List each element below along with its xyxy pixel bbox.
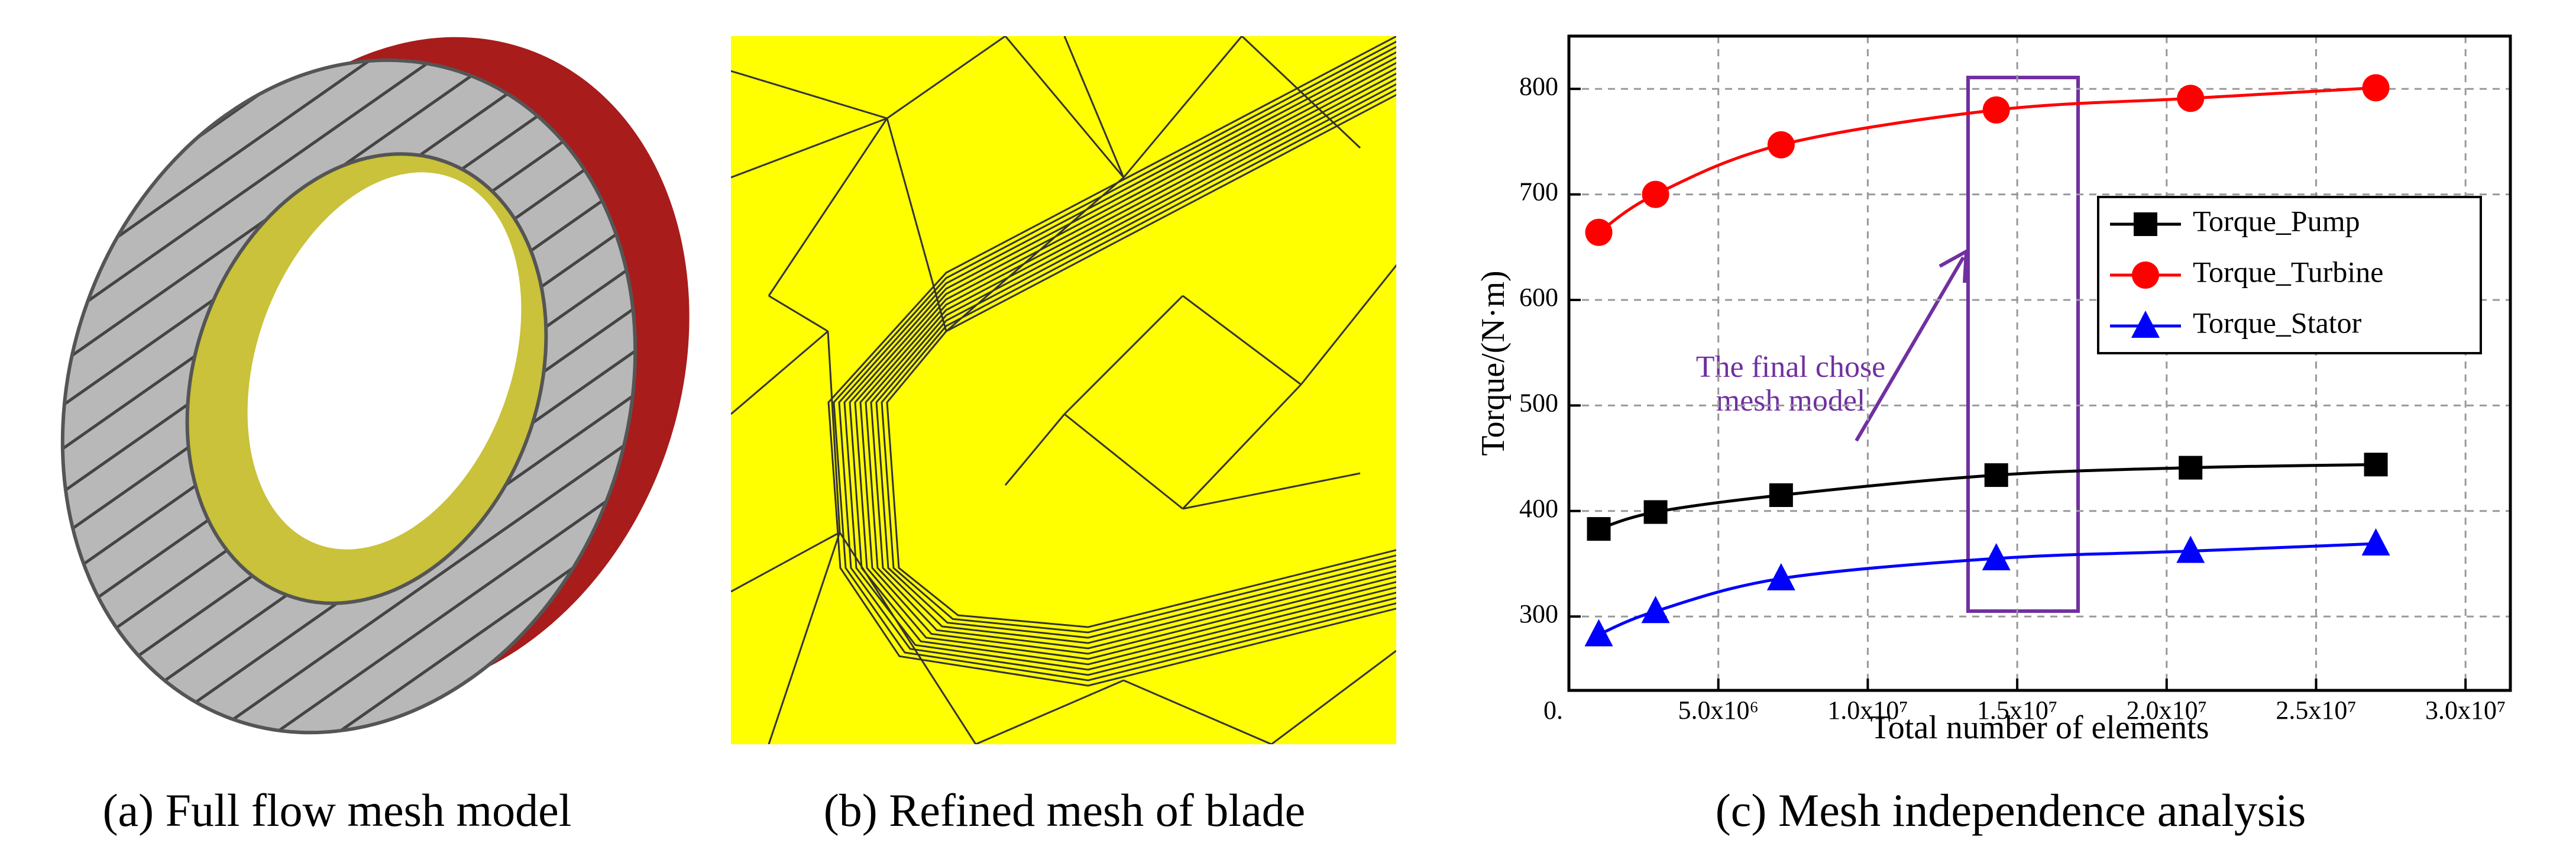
mesh-line xyxy=(886,36,1006,120)
legend-label: Torque_Turbine xyxy=(2193,255,2383,288)
mesh-line xyxy=(768,532,841,744)
caption: (c) Mesh independence analysis xyxy=(1716,784,2306,836)
marker xyxy=(2364,453,2388,477)
mesh-line xyxy=(731,117,888,179)
mesh-line xyxy=(1063,295,1184,415)
highlight xyxy=(1855,76,2080,613)
mesh-line xyxy=(1063,36,1125,178)
y-tick-label: 300 xyxy=(1519,599,1558,628)
x-tick-label: 2.0x10⁷ xyxy=(2127,696,2207,725)
x-tick-label: 1.0x10⁷ xyxy=(1827,696,1908,725)
x-axis-label: Total number of elements xyxy=(1870,709,2209,746)
y-tick-label: 800 xyxy=(1519,72,1558,101)
mesh-model-image xyxy=(60,37,690,735)
y-tick-label: 500 xyxy=(1519,388,1558,417)
mesh-line xyxy=(731,531,840,593)
mesh-line xyxy=(1004,414,1066,486)
y-tick-label: 600 xyxy=(1519,283,1558,312)
mesh-line xyxy=(768,118,888,296)
marker xyxy=(1984,463,2008,487)
legend-label: Torque_Pump xyxy=(2193,204,2360,237)
marker xyxy=(1584,619,1613,647)
mesh-line xyxy=(1241,36,1361,149)
mesh-line xyxy=(827,36,1396,687)
marker xyxy=(1982,543,2011,571)
caption: (b) Refined mesh of blade xyxy=(824,784,1305,836)
x-tick-label: 3.0x10⁷ xyxy=(2425,696,2506,725)
marker xyxy=(1643,500,1668,524)
mesh-line xyxy=(1122,36,1243,178)
y-tick-label: 700 xyxy=(1519,177,1558,206)
x-tick-label: 1.5x10⁷ xyxy=(1977,696,2057,725)
marker xyxy=(1982,96,2010,124)
legend-marker xyxy=(2132,261,2159,289)
mesh-line xyxy=(768,295,829,332)
marker xyxy=(2177,85,2205,112)
mesh-line xyxy=(1182,472,1361,510)
marker xyxy=(2362,74,2390,102)
marker xyxy=(1585,218,1613,246)
mesh-line xyxy=(881,88,1396,634)
x-tick-label: 2.5x10⁷ xyxy=(2276,696,2356,725)
mesh-line xyxy=(1182,295,1302,386)
legend-marker xyxy=(2131,311,2160,338)
legend-marker xyxy=(2134,212,2157,236)
mesh-line xyxy=(838,46,1396,676)
y-axis-label: Torque/(N·m) xyxy=(1475,270,1512,456)
marker xyxy=(1587,517,1611,541)
series-line xyxy=(1598,542,2376,636)
mesh-line xyxy=(946,176,1124,332)
mesh-line xyxy=(975,679,1124,744)
mesh-line xyxy=(854,62,1396,660)
mesh-line xyxy=(1271,650,1396,744)
marker xyxy=(1642,180,1669,208)
annotation: The final chose xyxy=(1696,350,1886,384)
mesh-line xyxy=(833,40,1396,682)
mesh-line xyxy=(870,77,1396,644)
plot-frame xyxy=(1567,34,2512,692)
mesh-line xyxy=(859,67,1396,655)
mesh-line xyxy=(1064,413,1183,510)
y-tick-label: 400 xyxy=(1519,494,1558,523)
marker xyxy=(2361,528,2390,556)
marker xyxy=(2176,535,2205,563)
x-tick-label: 5.0x10⁶ xyxy=(1678,696,1759,725)
mesh-line xyxy=(731,70,888,120)
mesh-line xyxy=(1182,383,1302,510)
x-tick-label: 0. xyxy=(1543,696,1563,725)
mesh-line xyxy=(1123,679,1272,744)
mesh-line xyxy=(1004,36,1125,178)
mesh-line xyxy=(827,331,841,533)
marker xyxy=(1767,131,1795,159)
annotation: mesh model xyxy=(1716,384,1866,418)
legend-label: Torque_Stator xyxy=(2193,306,2362,339)
mesh-line xyxy=(875,83,1396,639)
mesh-line xyxy=(865,72,1396,650)
marker xyxy=(2179,456,2203,480)
mesh-line xyxy=(886,118,947,332)
mesh-line xyxy=(839,532,977,744)
marker xyxy=(1769,483,1793,507)
marker xyxy=(1766,563,1795,590)
mesh-line xyxy=(843,51,1396,671)
marker xyxy=(1641,596,1670,624)
blade-mesh-image xyxy=(731,36,1396,744)
mesh-line xyxy=(731,330,829,415)
mesh-line xyxy=(1300,264,1396,385)
caption: (a) Full flow mesh model xyxy=(103,784,572,836)
